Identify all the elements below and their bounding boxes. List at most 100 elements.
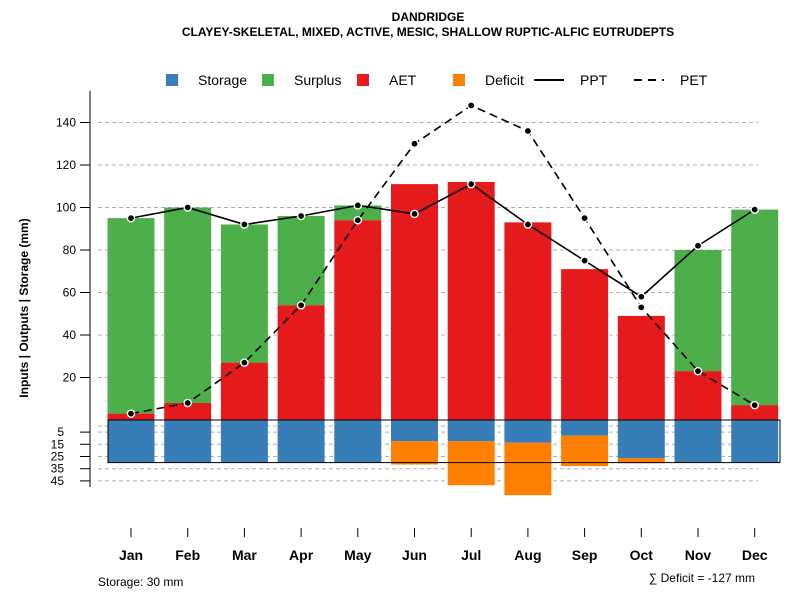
bar-storage [447, 420, 495, 442]
pet-point [240, 358, 249, 367]
y-tick-label-lower: 45 [51, 474, 65, 488]
x-tick-label-sep: Sep [572, 547, 598, 563]
bar-deficit [447, 441, 495, 486]
y-tick-label-lower: 15 [51, 437, 65, 451]
y-tick-label-upper: 140 [56, 116, 76, 130]
storage-capacity-box [107, 419, 781, 464]
bar-storage [731, 420, 779, 463]
bar-surplus [164, 207, 212, 403]
bar-aet [731, 405, 779, 420]
pet-point [126, 409, 136, 418]
y-tick-label-lower: 35 [51, 462, 65, 476]
y-tick-label-upper: 40 [63, 328, 77, 342]
x-tick-label-oct: Oct [630, 547, 654, 563]
pet-point [353, 215, 363, 225]
ppt-point [750, 205, 760, 214]
bar-surplus [731, 209, 779, 406]
x-tick-label-dec: Dec [742, 547, 768, 563]
x-tick-label-jul: Jul [461, 547, 481, 563]
y-tick-label-upper: 100 [56, 201, 76, 215]
bar-surplus [334, 205, 382, 221]
legend-label-surplus: Surplus [294, 72, 341, 88]
ppt-line [130, 183, 756, 298]
legend-label-ppt: PPT [580, 72, 608, 88]
bar-surplus [674, 250, 722, 372]
x-tick-label-aug: Aug [514, 547, 541, 563]
bar-storage [504, 420, 552, 443]
pet-point [410, 139, 419, 149]
legend-label-storage: Storage [198, 72, 247, 88]
bar-storage [617, 420, 665, 459]
ppt-point [637, 292, 646, 302]
ppt-point [523, 220, 533, 229]
chart-title: DANDRIDGE [392, 10, 465, 24]
bar-aet [561, 269, 609, 420]
pet-point [296, 300, 306, 310]
bar-deficit [391, 441, 438, 465]
bar-surplus [107, 218, 155, 414]
storage-footnote: Storage: 30 mm [98, 575, 183, 589]
ppt-point [126, 213, 136, 223]
y-tick-label-upper: 80 [63, 243, 77, 257]
ppt-point [183, 203, 192, 212]
legend-label-aet: AET [389, 72, 417, 88]
legend-swatch-aet [357, 74, 369, 86]
ppt-point [693, 241, 703, 251]
x-tick-label-feb: Feb [175, 547, 200, 563]
ppt-point [466, 179, 476, 189]
ppt-point [580, 256, 589, 265]
bar-storage [277, 420, 325, 463]
y-tick-label-upper: 20 [63, 371, 77, 385]
bar-storage [674, 420, 722, 463]
pet-point [523, 126, 533, 136]
bar-surplus [220, 224, 268, 363]
bar-storage [164, 420, 212, 463]
bar-aet [334, 220, 382, 420]
bar-storage [334, 420, 382, 463]
pet-point [580, 213, 589, 223]
pet-point [183, 398, 192, 408]
chart-legend: Storage Surplus AET Deficit PPT PET [166, 72, 708, 88]
lines [126, 101, 760, 418]
ppt-point [240, 220, 249, 229]
bar-aet [447, 182, 495, 420]
legend-swatch-surplus [262, 74, 274, 86]
bar-deficit [617, 458, 665, 464]
bar-storage [561, 420, 609, 436]
bar-aet [220, 362, 268, 420]
legend-swatch-storage [166, 74, 178, 86]
y-tick-label-upper: 60 [63, 286, 77, 300]
legend-label-deficit: Deficit [485, 72, 524, 88]
pet-point [466, 101, 476, 110]
x-tick-label-mar: Mar [232, 547, 257, 563]
pet-line [130, 104, 756, 415]
x-tick-label-jun: Jun [402, 547, 427, 563]
x-tick-label-may: May [344, 547, 371, 563]
bar-storage [391, 420, 438, 442]
x-tick-label-jan: Jan [119, 547, 143, 563]
bar-aet [391, 184, 438, 420]
legend-swatch-deficit [453, 74, 465, 86]
deficit-footnote: ∑ Deficit = -127 mm [649, 571, 755, 585]
bar-deficit [504, 442, 552, 496]
bar-aet [504, 222, 552, 420]
bar-storage [220, 420, 268, 463]
chart-subtitle: CLAYEY-SKELETAL, MIXED, ACTIVE, MESIC, S… [182, 25, 674, 39]
ppt-point [353, 201, 363, 210]
y-tick-label-lower: 5 [57, 425, 64, 439]
bar-surplus [277, 216, 325, 306]
y-tick-label-lower: 25 [51, 450, 65, 464]
x-tick-label-apr: Apr [289, 547, 314, 563]
bar-aet [277, 305, 325, 420]
bar-aet [164, 403, 212, 420]
bar-aet [617, 315, 665, 420]
y-tick-label-upper: 120 [56, 158, 76, 172]
pet-point [750, 400, 760, 410]
y-axis-label: Inputs | Outputs | Storage (mm) [17, 218, 31, 397]
bar-storage [107, 420, 155, 463]
x-tick-label-nov: Nov [685, 547, 712, 563]
bar-aet [674, 371, 722, 420]
pet-point [693, 366, 703, 376]
